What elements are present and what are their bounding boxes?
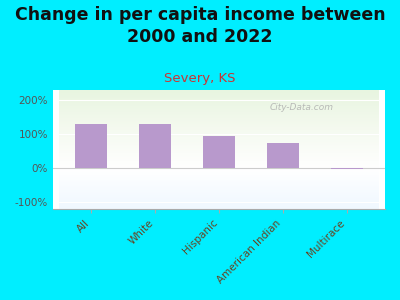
Text: Change in per capita income between
2000 and 2022: Change in per capita income between 2000… [15, 6, 385, 46]
Bar [203, 136, 235, 168]
Bar [267, 142, 299, 168]
Bar [331, 168, 363, 169]
Bar [76, 124, 107, 168]
Bar [139, 124, 171, 168]
Text: Severy, KS: Severy, KS [164, 72, 236, 85]
Text: City-Data.com: City-Data.com [270, 103, 334, 112]
